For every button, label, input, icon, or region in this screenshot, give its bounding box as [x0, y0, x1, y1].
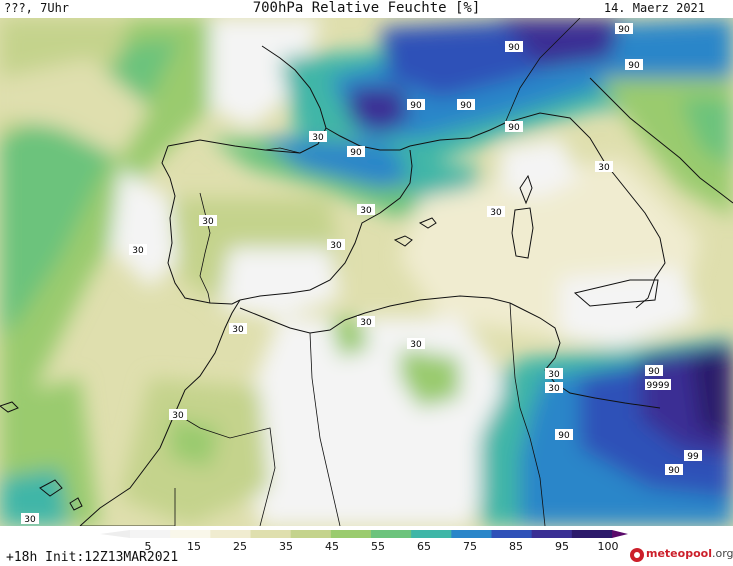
colorbar-swatch: [371, 530, 412, 538]
contour-label: 90: [615, 23, 633, 35]
contour-label: 90: [505, 41, 523, 53]
colorbar-arrow-left: [100, 530, 130, 538]
contour-label: 90: [407, 99, 425, 111]
map-canvas: 90 90 90 90 90 90 30 90 30 30 30 30 30 3…: [0, 18, 733, 526]
colorbar-swatch: [170, 530, 211, 538]
svg-text:30: 30: [330, 241, 342, 251]
map-title: 700hPa Relative Feuchte [%]: [252, 0, 481, 16]
svg-text:30: 30: [548, 384, 560, 394]
svg-text:90: 90: [460, 101, 472, 111]
logo-text: meteopool.org: [646, 547, 733, 560]
colorbar-swatch: [250, 530, 292, 538]
valid-time-label: ???, 7Uhr: [4, 1, 70, 15]
colorbar-tick-label: 100: [597, 540, 619, 553]
header-bar: ???, 7Uhr 700hPa Relative Feuchte [%] 14…: [0, 0, 733, 18]
svg-text:30: 30: [232, 325, 244, 335]
contour-label: 30: [21, 513, 39, 525]
contour-label: 30: [407, 338, 425, 350]
svg-text:30: 30: [410, 340, 422, 350]
logo-icon: [630, 548, 644, 562]
contour-label: 90: [347, 146, 365, 158]
contour-label: 9999: [645, 379, 671, 391]
svg-text:30: 30: [202, 217, 214, 227]
colorbar-arrow-right: [612, 530, 628, 538]
coastlines: [0, 45, 733, 526]
svg-text:30: 30: [24, 515, 36, 525]
contour-label: 30: [545, 382, 563, 394]
svg-text:90: 90: [558, 431, 570, 441]
colorbar-swatch: [411, 530, 452, 538]
colorbar-tick-label: 95: [555, 540, 569, 553]
colorbar-swatch: [571, 530, 613, 538]
contour-label: 30: [309, 131, 327, 143]
svg-text:99: 99: [687, 452, 699, 462]
contour-labels: 90 90 90 90 90 90 30 90 30 30 30 30 30 3…: [21, 23, 702, 525]
svg-text:30: 30: [132, 246, 144, 256]
contour-label: 90: [457, 99, 475, 111]
contour-label: 30: [169, 409, 187, 421]
svg-text:30: 30: [598, 163, 610, 173]
colorbar-swatch: [290, 530, 332, 538]
colorbar-swatch: [451, 530, 492, 538]
contour-label: 30: [357, 316, 375, 328]
colorbar-swatch: [491, 530, 533, 538]
contour-label: 30: [199, 215, 217, 227]
colorbar-tick-label: 35: [279, 540, 293, 553]
colorbar-tick-label: 85: [509, 540, 523, 553]
svg-text:30: 30: [490, 208, 502, 218]
svg-text:30: 30: [312, 133, 324, 143]
humidity-map: 90 90 90 90 90 90 30 90 30 30 30 30 30 3…: [0, 18, 733, 526]
colorbar-tick-label: 45: [325, 540, 339, 553]
contour-label: 30: [545, 368, 563, 380]
svg-text:30: 30: [172, 411, 184, 421]
contour-label: 90: [505, 121, 523, 133]
contour-label: 99: [684, 450, 702, 462]
contour-label: 90: [555, 429, 573, 441]
svg-text:90: 90: [350, 148, 362, 158]
colorbar-tick-label: 15: [187, 540, 201, 553]
colorbar: [100, 530, 628, 538]
svg-text:90: 90: [628, 61, 640, 71]
svg-text:90: 90: [508, 123, 520, 133]
svg-text:30: 30: [360, 318, 372, 328]
contour-label: 90: [645, 365, 663, 377]
contour-label: 30: [129, 244, 147, 256]
colorbar-tick-label: 65: [417, 540, 431, 553]
footer-bar: 5 15 25 35 45 55 65 75 85 95 100 +18h Init:12Z13MA…: [0, 526, 733, 566]
colorbar-swatch: [130, 530, 171, 538]
svg-text:30: 30: [360, 206, 372, 216]
contour-label: 30: [595, 161, 613, 173]
svg-text:90: 90: [508, 43, 520, 53]
contour-label: 30: [357, 204, 375, 216]
colorbar-tick-label: 55: [371, 540, 385, 553]
colorbar-tick-label: 5: [144, 540, 152, 553]
borders: [80, 18, 581, 526]
date-label: 14. Maerz 2021: [603, 1, 705, 15]
contour-label: 90: [665, 464, 683, 476]
run-info: +18h Init:12Z13MAR2021: [6, 550, 179, 565]
contour-label: 30: [327, 239, 345, 251]
svg-text:9999: 9999: [647, 381, 670, 391]
colorbar-swatch: [531, 530, 573, 538]
colorbar-swatch: [210, 530, 251, 538]
svg-text:90: 90: [648, 367, 660, 377]
colorbar-swatch: [330, 530, 372, 538]
svg-text:90: 90: [410, 101, 422, 111]
humidity-field: [0, 18, 733, 526]
svg-text:90: 90: [618, 25, 630, 35]
colorbar-tick-label: 75: [463, 540, 477, 553]
contour-label: 90: [625, 59, 643, 71]
svg-text:90: 90: [668, 466, 680, 476]
svg-text:30: 30: [548, 370, 560, 380]
contour-label: 30: [487, 206, 505, 218]
meteopool-logo[interactable]: meteopool.org: [630, 546, 733, 564]
colorbar-tick-label: 25: [233, 540, 247, 553]
contour-label: 30: [229, 323, 247, 335]
